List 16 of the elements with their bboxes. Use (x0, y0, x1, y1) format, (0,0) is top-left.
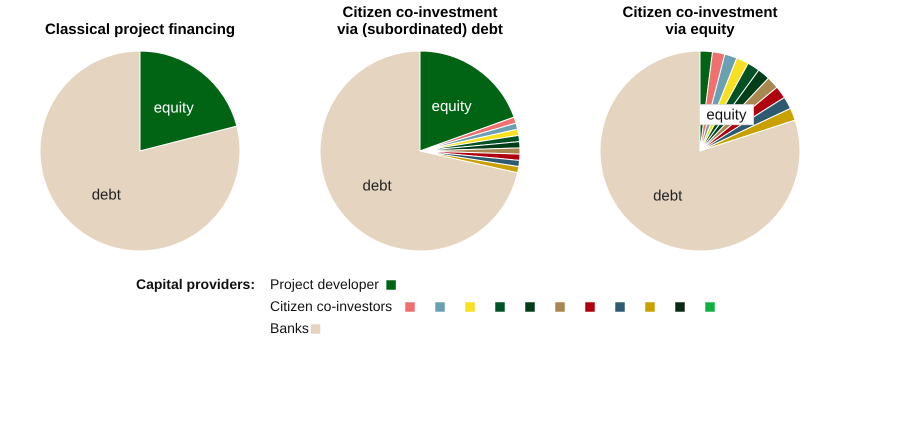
chart-title: Classical project financing (44, 21, 236, 38)
slice-label: debt (653, 187, 684, 204)
slice-label: equity (432, 98, 472, 115)
legend-label: Citizen co-investors (270, 298, 392, 314)
chart-title: Citizen co-investment via equity (622, 4, 778, 38)
legend-title: Capital providers: (136, 276, 255, 292)
text: equity (706, 106, 747, 124)
pie-slice (40, 50, 240, 252)
legend-label: Project developer (270, 276, 380, 292)
legend-label: Banks (270, 320, 309, 336)
slice-label: debt (92, 186, 122, 204)
pie-slice (320, 50, 518, 252)
chart-title: Citizen co-investment via (subordinated) debt (337, 4, 503, 38)
pie-slice (600, 50, 800, 252)
slice-label: debt (362, 177, 392, 194)
slice-label: equity (154, 100, 194, 117)
